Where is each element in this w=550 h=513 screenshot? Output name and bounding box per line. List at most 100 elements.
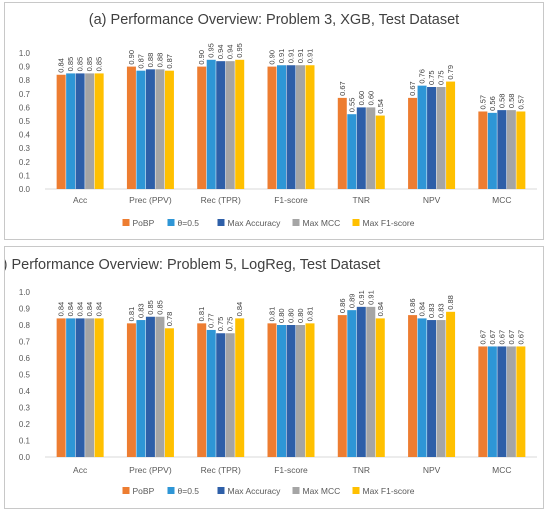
bar: [347, 114, 357, 189]
bar: [296, 65, 305, 189]
bar: [85, 73, 95, 189]
data-label: 0.67: [408, 81, 417, 96]
bar: [145, 69, 155, 189]
category-label: F1-score: [274, 465, 308, 475]
bar: [417, 318, 427, 457]
bar: [225, 61, 235, 189]
data-label: 0.85: [66, 57, 75, 72]
legend-swatch: [217, 487, 225, 494]
data-label: 0.84: [66, 302, 75, 317]
category-label: Rec (TPR): [201, 465, 241, 475]
legend-swatch: [352, 219, 360, 226]
bar: [267, 323, 277, 457]
bar: [145, 316, 155, 457]
data-label: 0.81: [197, 307, 206, 322]
category-label: Prec (PPV): [129, 465, 172, 475]
data-label: 0.85: [95, 57, 104, 72]
bar: [478, 346, 488, 457]
data-label: 0.85: [76, 57, 85, 72]
category-label: TNR: [353, 195, 370, 205]
bar: [155, 316, 165, 457]
y-tick-label: 0.5: [19, 371, 31, 380]
y-tick-label: 0.8: [19, 321, 31, 330]
y-tick-label: 0.0: [19, 185, 31, 194]
bar: [408, 315, 418, 457]
bar: [347, 310, 357, 457]
y-tick-label: 0.4: [19, 387, 31, 396]
bar: [235, 59, 245, 189]
data-label: 0.67: [516, 330, 525, 345]
bar: [94, 318, 104, 457]
bar: [305, 323, 315, 457]
legend-entry: θ=0.5: [178, 218, 200, 228]
data-label: 0.83: [136, 303, 145, 318]
legend-entry: θ=0.5: [178, 486, 200, 496]
data-label: 0.87: [165, 54, 174, 69]
data-label: 0.86: [408, 298, 417, 313]
data-label: 0.91: [306, 49, 315, 64]
bar: [136, 70, 146, 189]
data-label: 0.83: [427, 303, 436, 318]
bar: [164, 70, 174, 189]
category-label: NPV: [423, 465, 441, 475]
bar: [296, 325, 305, 457]
bar: [66, 73, 76, 189]
data-label: 0.80: [277, 308, 286, 323]
data-label: 0.91: [296, 49, 305, 64]
data-label: 0.67: [507, 330, 516, 345]
bar: [277, 325, 286, 457]
bar: [267, 66, 277, 189]
bar: [305, 65, 315, 189]
y-tick-label: 0.6: [19, 354, 31, 363]
data-label: 0.84: [85, 302, 94, 317]
data-label: 0.83: [437, 303, 446, 318]
data-label: 0.75: [427, 70, 436, 85]
bar: [225, 333, 235, 457]
bar: [216, 61, 226, 189]
category-label: NPV: [423, 195, 441, 205]
y-tick-label: 0.3: [19, 144, 31, 153]
category-label: Rec (TPR): [201, 195, 241, 205]
y-tick-label: 1.0: [19, 288, 31, 297]
legend-entry: PoBP: [133, 486, 155, 496]
y-tick-label: 0.5: [19, 117, 31, 126]
bar: [164, 328, 174, 457]
y-tick-label: 1.0: [19, 49, 31, 58]
bar: [155, 69, 165, 189]
data-label: 0.95: [235, 43, 244, 58]
y-tick-label: 0.1: [19, 437, 31, 446]
bar: [417, 85, 427, 189]
bar: [337, 97, 347, 189]
bar: [497, 110, 507, 189]
data-label: 0.77: [207, 313, 216, 328]
bar: [487, 346, 497, 457]
chart-title: (a) Performance Overview: Problem 3, XGB…: [89, 12, 459, 28]
data-label: 0.84: [235, 302, 244, 317]
legend-swatch: [352, 487, 360, 494]
data-label: 0.84: [418, 302, 427, 317]
data-label: 0.57: [478, 95, 487, 110]
data-label: 0.88: [155, 53, 164, 68]
bar: [337, 315, 347, 457]
legend-swatch: [217, 219, 225, 226]
bar: [446, 311, 456, 457]
category-label: F1-score: [274, 195, 308, 205]
bar: [75, 318, 85, 457]
data-label: 0.85: [85, 57, 94, 72]
data-label: 0.86: [338, 298, 347, 313]
data-label: 0.94: [216, 45, 225, 60]
data-label: 0.75: [437, 70, 446, 85]
bar: [356, 107, 366, 189]
bar: [56, 318, 66, 457]
y-tick-label: 0.1: [19, 171, 31, 180]
category-label: Acc: [73, 195, 88, 205]
category-label: TNR: [353, 465, 370, 475]
data-label: 0.95: [207, 43, 216, 58]
bar: [356, 306, 366, 457]
data-label: 0.58: [497, 94, 506, 109]
category-label: Acc: [73, 465, 88, 475]
bar: [427, 87, 437, 189]
data-label: 0.67: [338, 81, 347, 96]
bar: [85, 318, 95, 457]
data-label: 0.84: [76, 302, 85, 317]
